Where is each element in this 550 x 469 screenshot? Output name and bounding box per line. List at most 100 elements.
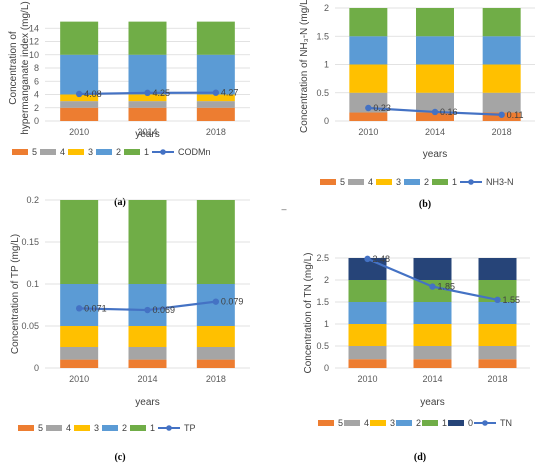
legend-label: 2	[424, 177, 429, 187]
legend-label: NH3-N	[486, 177, 514, 187]
legend-swatch	[18, 425, 34, 431]
x-tick-label: 2014	[137, 127, 157, 137]
y-tick-label: 0.1	[26, 279, 39, 289]
bar-segment	[60, 107, 99, 121]
x-tick-label: 2014	[425, 127, 445, 137]
data-label: 4.27	[221, 88, 239, 98]
y-tick-label: 2.5	[316, 253, 329, 263]
bar-segment	[413, 280, 452, 302]
y-tick-label: 2	[34, 103, 39, 113]
bar-segment	[128, 107, 167, 121]
chart-panel-2: 0 0.5 1 1.5 2 2010 2014 2018 0.23 0.16 0.11 years Co…	[299, 0, 535, 210]
bar-segment	[478, 346, 517, 360]
bar-segment	[416, 36, 454, 65]
x-tick-label: 2010	[358, 127, 378, 137]
bar-segment	[416, 92, 454, 113]
data-label: 0.071	[84, 303, 107, 313]
x-tick-label: 2018	[206, 374, 226, 384]
data-label: 0.11	[507, 110, 524, 120]
legend-swatch	[46, 425, 62, 431]
legend-swatch	[74, 425, 90, 431]
panel-label: (b)	[419, 199, 431, 210]
legend-label: TP	[184, 423, 196, 433]
x-tick-label: 2014	[422, 374, 442, 384]
legend-label: 1	[452, 177, 457, 187]
legend-label: 1	[144, 147, 149, 157]
bar-segment	[196, 107, 235, 121]
bar-segment	[128, 54, 167, 95]
legend-label: 4	[368, 177, 373, 187]
legend-label: 5	[340, 177, 345, 187]
y-tick-label: 1.5	[316, 297, 329, 307]
bar-segment	[60, 200, 99, 284]
bar-segment	[349, 8, 388, 37]
x-tick-label: 2010	[357, 374, 377, 384]
bar-segment	[60, 94, 99, 102]
x-tick-label: 2018	[206, 127, 226, 137]
bar-segment	[60, 54, 99, 95]
line-point	[144, 89, 151, 97]
bar-segment	[60, 326, 99, 347]
y-axis-title: Concentration of TN (mg/L)	[303, 253, 314, 374]
data-label: 4.08	[84, 89, 102, 99]
y-tick-label: 0.2	[26, 195, 39, 205]
line-point	[364, 255, 371, 263]
data-label: 4.25	[153, 88, 171, 98]
legend-swatch	[68, 149, 84, 155]
y-tick-label: 0.05	[21, 321, 39, 331]
bar-segment	[478, 258, 517, 280]
legend-swatch	[348, 179, 364, 185]
x-axis-title: years	[135, 129, 159, 140]
bar-segment	[128, 359, 167, 368]
data-label: 0.079	[221, 297, 244, 307]
legend-swatch	[404, 179, 420, 185]
bar-segment	[60, 101, 99, 108]
y-axis-title: Concentration of NH₃-N (mg/L)	[299, 0, 310, 133]
bar-segment	[196, 94, 235, 102]
bar-segment	[196, 101, 235, 108]
legend-label: 4	[60, 147, 65, 157]
bar-segment	[128, 326, 167, 347]
bar-segment	[196, 284, 235, 326]
bar-segment	[413, 258, 452, 280]
x-tick-label: 2010	[69, 374, 89, 384]
legend-swatch	[318, 420, 334, 426]
legend-swatch	[448, 420, 464, 426]
bar-segment	[60, 359, 99, 368]
bar-segment	[482, 36, 521, 65]
legend-line-marker	[166, 425, 172, 431]
line-point	[365, 104, 372, 112]
y-axis-title: Concentration of TP (mg/L)	[10, 234, 21, 354]
bar-segment	[196, 200, 235, 284]
chart-panel-3: 0 0.05 0.1 0.15 0.2 2010 2014 2018 0.071 0.069 0.0…	[10, 195, 250, 463]
legend-label: 2	[416, 418, 421, 428]
legend-label: 1	[442, 418, 447, 428]
bar-segment	[416, 64, 454, 93]
x-tick-label: 2010	[69, 127, 89, 137]
y-tick-label: 14	[29, 23, 39, 33]
legend-swatch	[96, 149, 112, 155]
legend-label: 3	[396, 177, 401, 187]
x-axis-title: years	[420, 397, 444, 408]
legend-label: 3	[88, 147, 93, 157]
legend-label: CODMn	[178, 147, 211, 157]
legend-label: 1	[150, 423, 155, 433]
legend-label: 5	[32, 147, 37, 157]
bar-segment	[60, 347, 99, 360]
legend-swatch	[396, 420, 412, 426]
data-label: 2.48	[373, 254, 391, 264]
bar-segment	[413, 346, 452, 360]
bar-segment	[478, 324, 517, 346]
legend-swatch	[432, 179, 448, 185]
bar-segment	[196, 347, 235, 360]
bar-segment	[416, 8, 454, 37]
line-point	[498, 111, 505, 118]
legend-swatch	[12, 149, 28, 155]
legend-label: TN	[500, 418, 512, 428]
y-tick-label: 1.5	[316, 31, 329, 41]
bar-segment	[482, 64, 521, 93]
legend-label: 3	[94, 423, 99, 433]
data-label: 1.55	[503, 295, 521, 305]
